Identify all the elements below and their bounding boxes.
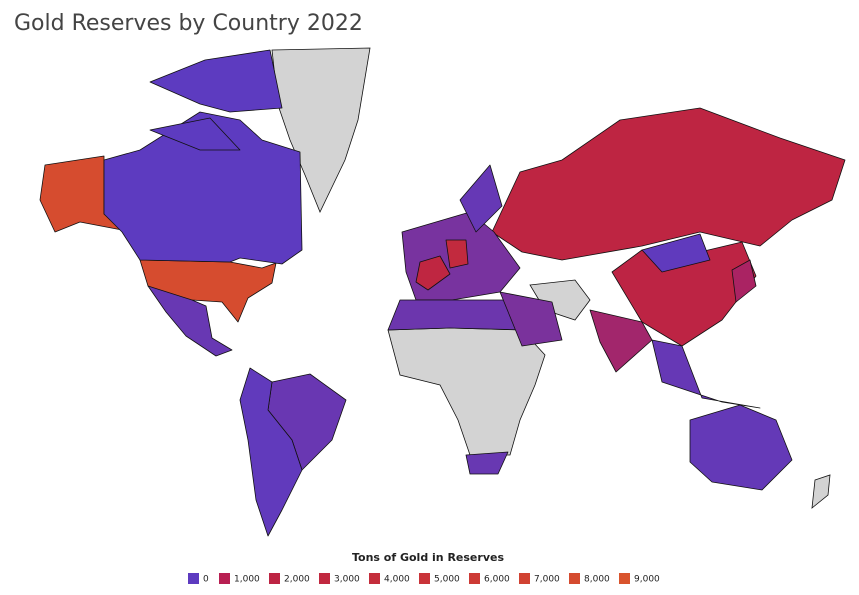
legend-swatch <box>219 573 230 584</box>
legend-swatch <box>369 573 380 584</box>
regions <box>39 49 846 537</box>
region <box>415 255 451 291</box>
legend-label: 1,000 <box>234 575 260 585</box>
legend: 0 1,000 2,000 3,000 4,000 5,000 6,000 7,000 8,00… <box>188 573 660 585</box>
region <box>459 164 503 233</box>
region <box>731 259 757 303</box>
legend-swatch <box>469 573 480 584</box>
region <box>641 233 711 273</box>
greenland <box>271 47 371 213</box>
legend-title: Tons of Gold in Reserves <box>352 551 504 564</box>
region <box>491 107 846 261</box>
region <box>689 404 793 491</box>
region <box>239 367 303 537</box>
legend-swatch <box>319 573 330 584</box>
legend-swatch <box>269 573 280 584</box>
legend-swatch <box>188 573 199 584</box>
region <box>149 49 283 113</box>
region <box>651 339 761 409</box>
legend-label: 3,000 <box>334 575 360 585</box>
chart-title: Gold Reserves by Country 2022 <box>14 11 363 36</box>
region <box>387 299 527 331</box>
legend-swatch <box>519 573 530 584</box>
region <box>103 111 303 265</box>
legend-label: 8,000 <box>584 575 610 585</box>
legend-label: 0 <box>203 575 209 585</box>
region <box>589 309 653 373</box>
region <box>149 117 241 151</box>
legend-label: 2,000 <box>284 575 310 585</box>
legend-swatch <box>569 573 580 584</box>
africa-no-data <box>387 327 546 456</box>
legend-label: 5,000 <box>434 575 460 585</box>
region <box>499 291 563 347</box>
legend-label: 7,000 <box>534 575 560 585</box>
legend-label: 6,000 <box>484 575 510 585</box>
legend-swatch <box>619 573 630 584</box>
new-zealand <box>811 474 831 509</box>
region <box>465 451 509 475</box>
region <box>147 285 233 357</box>
legend-label: 9,000 <box>634 575 660 585</box>
legend-label: 4,000 <box>384 575 410 585</box>
region <box>445 239 469 269</box>
legend-swatch <box>419 573 430 584</box>
